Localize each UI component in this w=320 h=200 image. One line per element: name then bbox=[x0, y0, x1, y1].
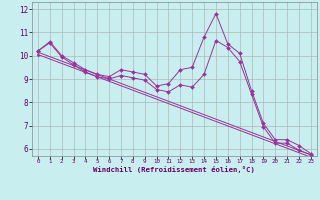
X-axis label: Windchill (Refroidissement éolien,°C): Windchill (Refroidissement éolien,°C) bbox=[93, 166, 255, 173]
